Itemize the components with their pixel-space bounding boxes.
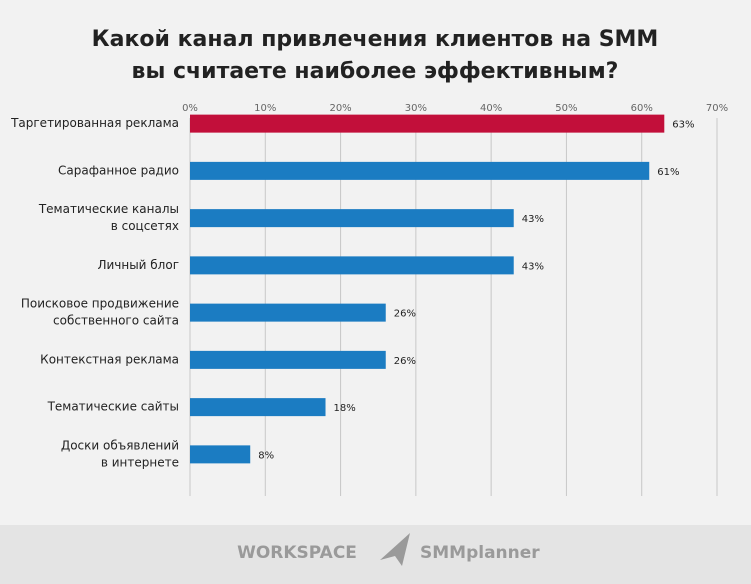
bar <box>190 350 386 369</box>
x-tick-label: 20% <box>329 103 351 114</box>
bar <box>190 256 514 275</box>
value-label: 63% <box>672 120 694 131</box>
value-label: 26% <box>394 356 416 367</box>
bar <box>190 445 251 464</box>
value-label: 26% <box>394 309 416 320</box>
bar <box>190 209 514 228</box>
brand-icon <box>380 533 410 566</box>
x-tick-label: 30% <box>405 103 427 114</box>
value-label: 43% <box>522 261 544 272</box>
bar <box>190 161 650 180</box>
brand-right: SMMplanner <box>420 543 540 563</box>
x-tick-label: 70% <box>706 103 728 114</box>
y-tick-label: в соцсетях <box>111 219 179 233</box>
y-tick-label: Доски объявлений <box>61 438 179 452</box>
y-tick-label: в интернете <box>101 455 179 469</box>
x-tick-label: 50% <box>555 103 577 114</box>
y-tick-label: Личный блог <box>97 258 179 272</box>
value-label: 8% <box>258 450 274 461</box>
footer <box>0 525 751 584</box>
chart-title: вы считаете наиболее эффективным? <box>132 59 619 84</box>
bar <box>190 114 665 133</box>
chart-title: Какой канал привлечения клиентов на SMM <box>92 27 659 52</box>
y-tick-label: Контекстная реклама <box>40 352 179 366</box>
brand-left: WORKSPACE <box>237 543 357 563</box>
x-tick-label: 0% <box>182 103 198 114</box>
x-tick-label: 10% <box>254 103 276 114</box>
x-tick-label: 60% <box>631 103 653 114</box>
value-label: 43% <box>522 214 544 225</box>
y-tick-label: Тематические каналы <box>38 202 179 216</box>
bar <box>190 303 386 322</box>
y-tick-label: Тематические сайты <box>47 400 179 414</box>
y-tick-label: Таргетированная реклама <box>10 116 179 130</box>
bar <box>190 398 326 417</box>
value-label: 61% <box>657 167 679 178</box>
y-tick-label: Сарафанное радио <box>58 163 179 177</box>
y-tick-label: Поисковое продвижение <box>21 297 179 311</box>
value-label: 18% <box>334 403 356 414</box>
x-tick-label: 40% <box>480 103 502 114</box>
y-tick-label: собственного сайта <box>53 314 179 328</box>
